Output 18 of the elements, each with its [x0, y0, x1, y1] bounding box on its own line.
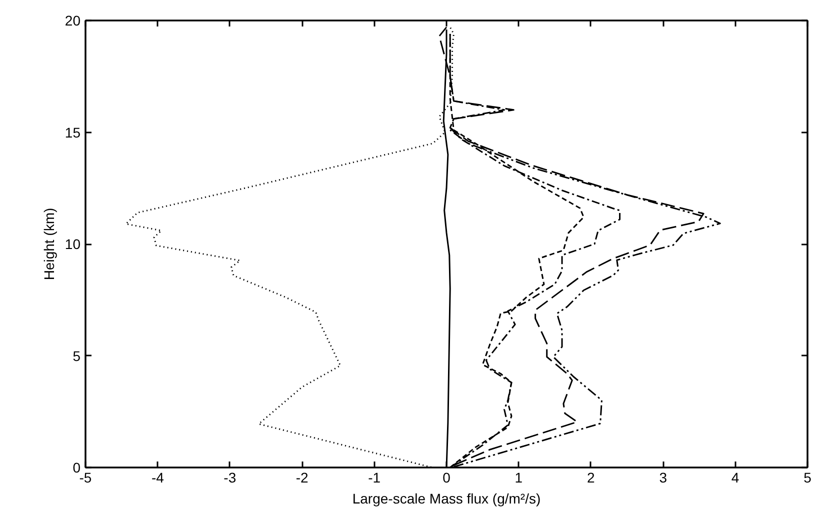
- x-tick-label: -1: [368, 470, 381, 486]
- x-tick-label: -4: [151, 470, 164, 486]
- y-axis-title: Height (km): [40, 208, 57, 280]
- x-tick-label: 4: [731, 470, 740, 486]
- x-axis-title: Large-scale Mass flux (g/m²/s): [352, 490, 541, 506]
- x-tick-label: 2: [587, 470, 596, 486]
- y-tick-label: 20: [64, 12, 81, 28]
- x-tick-label: -5: [79, 470, 92, 486]
- x-tick-label: 1: [514, 470, 523, 486]
- y-tick-label: 0: [72, 460, 81, 476]
- x-tick-label: -2: [296, 470, 309, 486]
- x-tick-label: -3: [224, 470, 236, 486]
- y-tick-label: 5: [72, 348, 81, 364]
- x-tick-label: 5: [804, 470, 812, 486]
- x-tick-label: 3: [659, 470, 668, 486]
- x-tick-label: 0: [442, 470, 451, 486]
- y-tick-label: 10: [64, 236, 81, 252]
- y-tick-label: 15: [64, 124, 81, 140]
